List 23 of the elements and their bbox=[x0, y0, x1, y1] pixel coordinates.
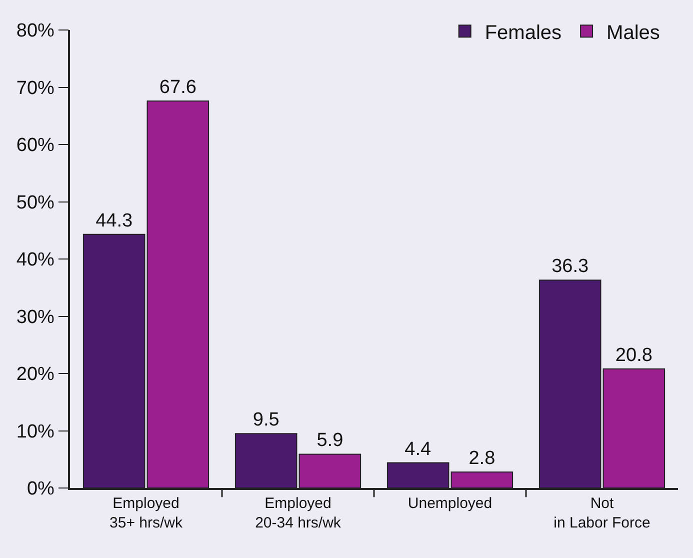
y-tick-label: 50% bbox=[16, 192, 55, 214]
data-label: 9.5 bbox=[252, 410, 280, 431]
data-label: 4.4 bbox=[404, 438, 432, 460]
y-tick-label: 30% bbox=[16, 306, 55, 328]
data-label: 44.3 bbox=[96, 210, 133, 232]
y-tick-label: 60% bbox=[16, 135, 55, 156]
data-label: 5.9 bbox=[316, 430, 344, 452]
data-label: 36.3 bbox=[552, 256, 589, 278]
y-tick-label: 0% bbox=[26, 478, 55, 500]
y-tick-label: 70% bbox=[16, 78, 55, 99]
legend-label: Females bbox=[484, 22, 562, 44]
data-label: 67.6 bbox=[159, 76, 196, 98]
x-tick-label: Employed 20-34 hrs/wk bbox=[255, 494, 342, 532]
y-tick-label: 40% bbox=[16, 250, 55, 271]
y-tick-label: 80% bbox=[16, 20, 55, 42]
data-label: 2.8 bbox=[468, 448, 496, 469]
legend-label: Males bbox=[606, 22, 660, 44]
x-tick-label: Employed 35+ hrs/wk bbox=[110, 494, 183, 532]
y-tick-label: 20% bbox=[16, 364, 55, 386]
x-tick-label: Unemployed bbox=[408, 494, 492, 512]
data-label: 20.8 bbox=[615, 344, 652, 366]
y-tick-label: 10% bbox=[16, 421, 55, 442]
x-tick-label: Not in Labor Force bbox=[554, 494, 650, 532]
